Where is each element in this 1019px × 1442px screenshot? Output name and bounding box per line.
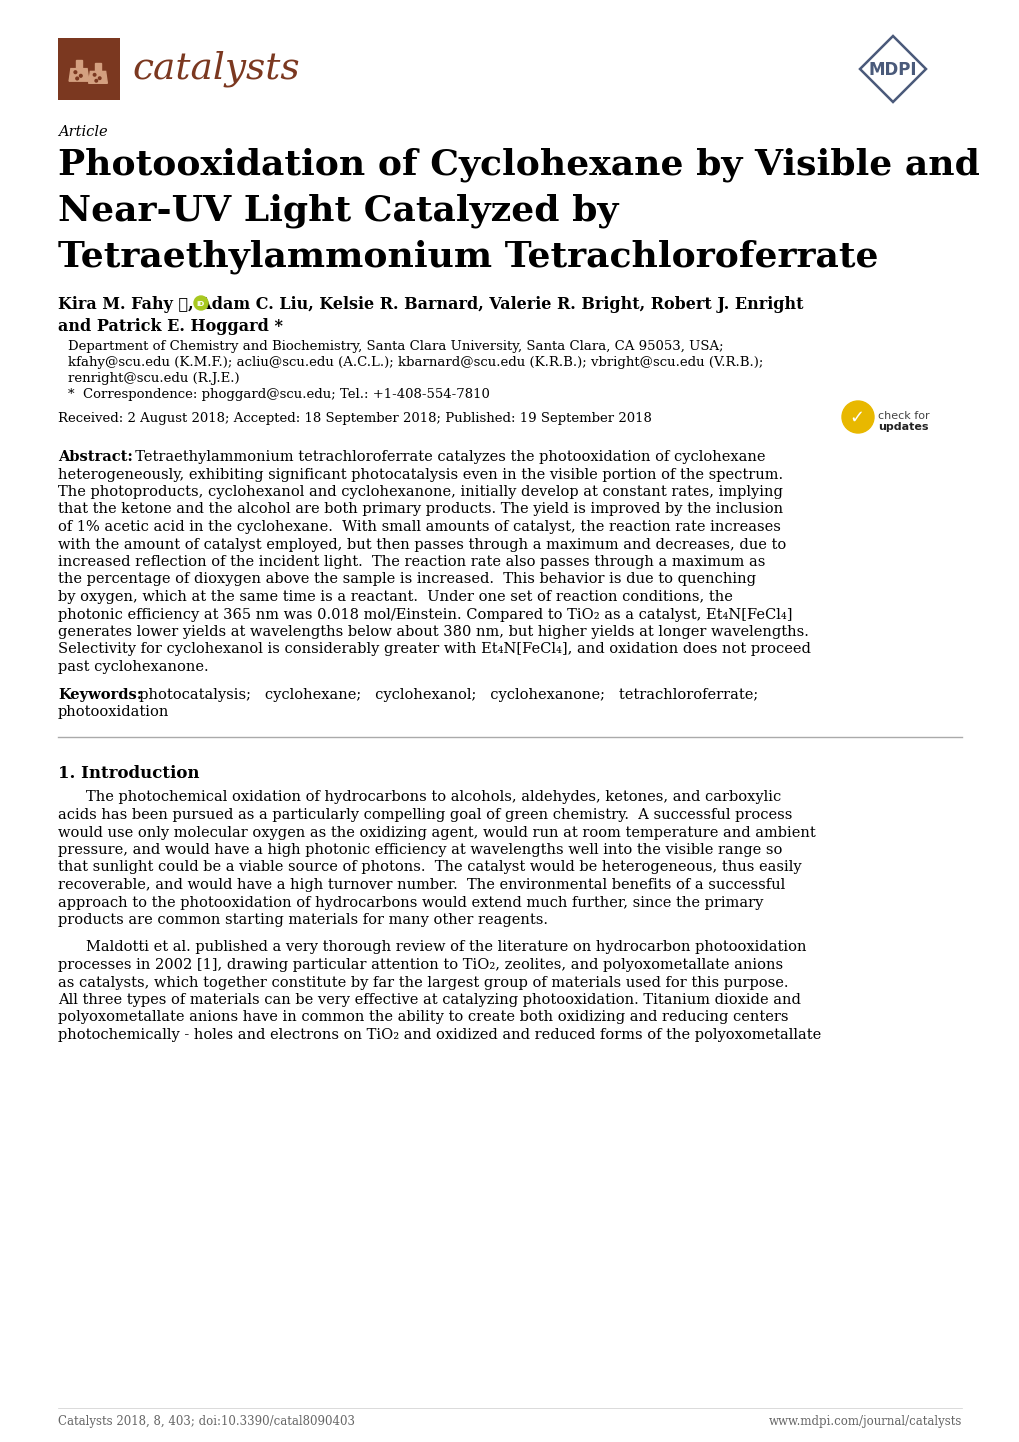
Text: pressure, and would have a high photonic efficiency at wavelengths well into the: pressure, and would have a high photonic… — [58, 844, 782, 857]
Text: Keywords:: Keywords: — [58, 688, 142, 701]
Text: that sunlight could be a viable source of photons.  The catalyst would be hetero: that sunlight could be a viable source o… — [58, 861, 801, 874]
Text: renright@scu.edu (R.J.E.): renright@scu.edu (R.J.E.) — [68, 372, 239, 385]
Text: that the ketone and the alcohol are both primary products. The yield is improved: that the ketone and the alcohol are both… — [58, 502, 783, 516]
Text: of 1% acetic acid in the cyclohexane.  With small amounts of catalyst, the react: of 1% acetic acid in the cyclohexane. Wi… — [58, 521, 781, 534]
Text: Abstract:: Abstract: — [58, 450, 132, 464]
Text: The photoproducts, cyclohexanol and cyclohexanone, initially develop at constant: The photoproducts, cyclohexanol and cycl… — [58, 485, 783, 499]
Text: photooxidation: photooxidation — [58, 705, 169, 720]
Text: Kira M. Fahy ⓘ, Adam C. Liu, Kelsie R. Barnard, Valerie R. Bright, Robert J. Enr: Kira M. Fahy ⓘ, Adam C. Liu, Kelsie R. B… — [58, 296, 803, 313]
Text: 1. Introduction: 1. Introduction — [58, 764, 200, 782]
Bar — [58, 37, 120, 99]
Text: www.mdpi.com/journal/catalysts: www.mdpi.com/journal/catalysts — [768, 1415, 961, 1428]
Text: Near-UV Light Catalyzed by: Near-UV Light Catalyzed by — [58, 195, 618, 228]
Text: would use only molecular oxygen as the oxidizing agent, would run at room temper: would use only molecular oxygen as the o… — [58, 825, 815, 839]
Text: catalysts: catalysts — [131, 50, 300, 88]
Text: photonic efficiency at 365 nm was 0.018 mol/Einstein. Compared to TiO₂ as a cata: photonic efficiency at 365 nm was 0.018 … — [58, 607, 792, 622]
Text: *  Correspondence: phoggard@scu.edu; Tel.: +1-408-554-7810: * Correspondence: phoggard@scu.edu; Tel.… — [68, 388, 489, 401]
Text: All three types of materials can be very effective at catalyzing photooxidation.: All three types of materials can be very… — [58, 994, 800, 1007]
Circle shape — [79, 75, 83, 78]
Polygon shape — [96, 63, 101, 72]
Text: recoverable, and would have a high turnover number.  The environmental benefits : recoverable, and would have a high turno… — [58, 878, 785, 893]
Circle shape — [841, 401, 873, 433]
Text: Article: Article — [58, 125, 108, 138]
Text: generates lower yields at wavelengths below about 380 nm, but higher yields at l: generates lower yields at wavelengths be… — [58, 624, 808, 639]
Polygon shape — [89, 72, 107, 84]
Text: Tetraethylammonium tetrachloroferrate catalyzes the photooxidation of cyclohexan: Tetraethylammonium tetrachloroferrate ca… — [126, 450, 764, 464]
Circle shape — [75, 78, 78, 79]
Text: Received: 2 August 2018; Accepted: 18 September 2018; Published: 19 September 20: Received: 2 August 2018; Accepted: 18 Se… — [58, 412, 651, 425]
Text: increased reflection of the incident light.  The reaction rate also passes throu: increased reflection of the incident lig… — [58, 555, 764, 570]
Text: by oxygen, which at the same time is a reactant.  Under one set of reaction cond: by oxygen, which at the same time is a r… — [58, 590, 733, 604]
Polygon shape — [76, 59, 82, 69]
Text: photocatalysis;   cyclohexane;   cyclohexanol;   cyclohexanone;   tetrachlorofer: photocatalysis; cyclohexane; cyclohexano… — [129, 688, 757, 701]
Text: past cyclohexanone.: past cyclohexanone. — [58, 660, 209, 673]
Text: the percentage of dioxygen above the sample is increased.  This behavior is due : the percentage of dioxygen above the sam… — [58, 572, 755, 587]
Text: ✓: ✓ — [849, 410, 864, 427]
Text: polyoxometallate anions have in common the ability to create both oxidizing and : polyoxometallate anions have in common t… — [58, 1011, 788, 1024]
Text: Photooxidation of Cyclohexane by Visible and: Photooxidation of Cyclohexane by Visible… — [58, 149, 979, 183]
Text: check for: check for — [877, 411, 928, 421]
Text: photochemically - holes and electrons on TiO₂ and oxidized and reduced forms of : photochemically - holes and electrons on… — [58, 1028, 820, 1043]
Circle shape — [194, 296, 208, 310]
Text: Catalysts 2018, 8, 403; doi:10.3390/catal8090403: Catalysts 2018, 8, 403; doi:10.3390/cata… — [58, 1415, 355, 1428]
Text: MDPI: MDPI — [868, 61, 916, 79]
Text: heterogeneously, exhibiting significant photocatalysis even in the visible porti: heterogeneously, exhibiting significant … — [58, 467, 783, 482]
Text: updates: updates — [877, 423, 927, 433]
Text: Maldotti et al. published a very thorough review of the literature on hydrocarbo: Maldotti et al. published a very thoroug… — [86, 940, 806, 955]
Circle shape — [74, 71, 76, 74]
Circle shape — [95, 79, 98, 82]
Text: The photochemical oxidation of hydrocarbons to alcohols, aldehydes, ketones, and: The photochemical oxidation of hydrocarb… — [86, 790, 781, 805]
Text: acids has been pursued as a particularly compelling goal of green chemistry.  A : acids has been pursued as a particularly… — [58, 808, 792, 822]
Text: and Patrick E. Hoggard *: and Patrick E. Hoggard * — [58, 319, 282, 335]
Text: approach to the photooxidation of hydrocarbons would extend much further, since : approach to the photooxidation of hydroc… — [58, 895, 762, 910]
Text: Selectivity for cyclohexanol is considerably greater with Et₄N[FeCl₄], and oxida: Selectivity for cyclohexanol is consider… — [58, 643, 810, 656]
Polygon shape — [69, 69, 89, 81]
Text: Department of Chemistry and Biochemistry, Santa Clara University, Santa Clara, C: Department of Chemistry and Biochemistry… — [68, 340, 722, 353]
Circle shape — [98, 76, 101, 79]
Text: processes in 2002 [1], drawing particular attention to TiO₂, zeolites, and polyo: processes in 2002 [1], drawing particula… — [58, 957, 783, 972]
Polygon shape — [859, 36, 925, 102]
Text: iD: iD — [197, 300, 205, 307]
Text: Tetraethylammonium Tetrachloroferrate: Tetraethylammonium Tetrachloroferrate — [58, 239, 877, 274]
Text: products are common starting materials for many other reagents.: products are common starting materials f… — [58, 913, 547, 927]
Circle shape — [93, 74, 96, 76]
Text: with the amount of catalyst employed, but then passes through a maximum and decr: with the amount of catalyst employed, bu… — [58, 538, 786, 551]
Text: kfahy@scu.edu (K.M.F.); acliu@scu.edu (A.C.L.); kbarnard@scu.edu (K.R.B.); vbrig: kfahy@scu.edu (K.M.F.); acliu@scu.edu (A… — [68, 356, 762, 369]
Text: as catalysts, which together constitute by far the largest group of materials us: as catalysts, which together constitute … — [58, 975, 788, 989]
